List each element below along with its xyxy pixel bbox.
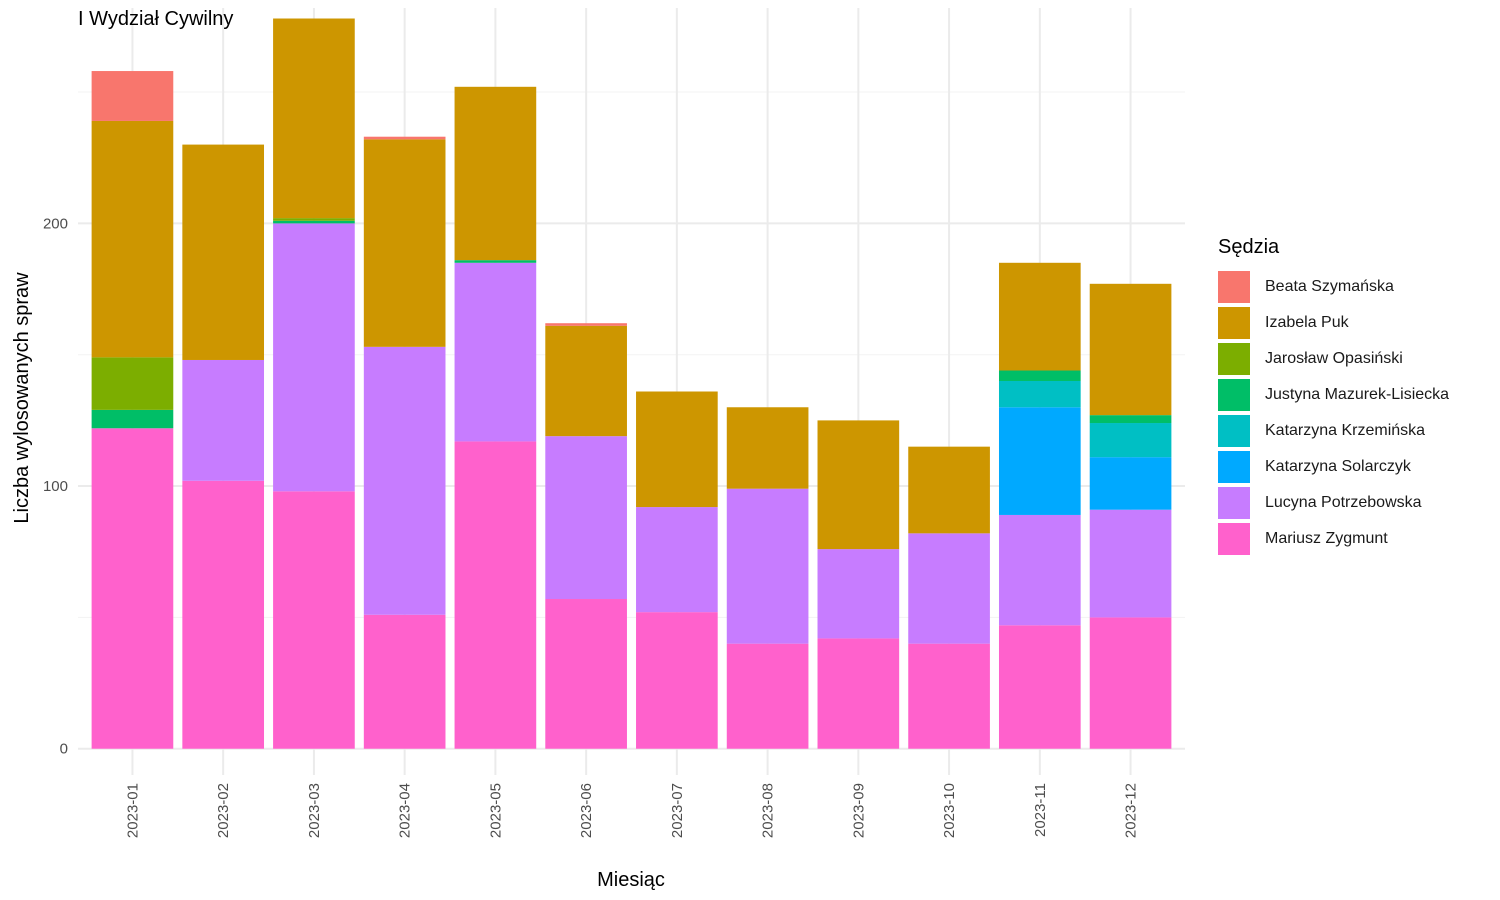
- x-tick-label: 2023-10: [941, 783, 958, 838]
- legend-label: Jarosław Opasiński: [1265, 350, 1403, 367]
- bar-segment: [636, 612, 718, 749]
- bars: [91, 18, 1172, 749]
- bar-segment: [454, 441, 537, 749]
- legend-label: Katarzyna Krzemińska: [1265, 422, 1426, 439]
- bar-segment: [1089, 457, 1172, 510]
- x-tick-label: 2023-08: [760, 783, 777, 838]
- legend-swatch: [1218, 343, 1250, 375]
- y-tick-label: 200: [43, 215, 68, 232]
- bar-segment: [273, 18, 355, 219]
- legend-swatch: [1218, 451, 1250, 483]
- bar-segment: [91, 120, 174, 358]
- legend: Sędzia Beata Szymańska Izabela Puk Jarosła…: [1218, 236, 1449, 557]
- bar-segment: [273, 218, 355, 221]
- bar-segment: [1089, 423, 1172, 458]
- x-tick-label: 2023-01: [124, 783, 141, 838]
- legend-swatch: [1218, 379, 1250, 411]
- x-tick-label: 2023-02: [215, 783, 232, 838]
- legend-item: Jarosław Opasiński: [1218, 341, 1449, 377]
- bar-segment: [817, 638, 900, 749]
- bar-segment: [726, 488, 809, 644]
- x-tick-label: 2023-12: [1123, 783, 1140, 838]
- legend-item: Izabela Puk: [1218, 305, 1449, 341]
- y-tick-label: 100: [43, 478, 68, 495]
- x-tick-label: 2023-11: [1032, 783, 1049, 837]
- legend-swatch: [1218, 523, 1250, 555]
- bar-segment: [91, 357, 174, 410]
- bar-segment: [636, 391, 718, 508]
- bar-segment: [545, 325, 627, 437]
- bar-segment: [1089, 283, 1172, 416]
- x-axis-label: Miesiąc: [597, 869, 665, 891]
- chart-title: I Wydział Cywilny: [78, 8, 234, 30]
- legend-item: Lucyna Potrzebowska: [1218, 485, 1449, 521]
- bar-segment: [454, 262, 537, 442]
- bar-segment: [182, 480, 265, 749]
- bar-segment: [998, 262, 1081, 371]
- bar-segment: [545, 436, 627, 600]
- x-tick-label: 2023-03: [306, 783, 323, 838]
- legend-item: Katarzyna Krzemińska: [1218, 413, 1449, 449]
- x-tick-label: 2023-06: [578, 783, 595, 838]
- bar-segment: [545, 323, 627, 326]
- legend-item: Mariusz Zygmunt: [1218, 521, 1449, 557]
- bar-segment: [363, 346, 446, 615]
- bar-segment: [91, 409, 174, 429]
- bar-segment: [998, 370, 1081, 381]
- legend-label: Lucyna Potrzebowska: [1265, 494, 1422, 511]
- x-tick-labels: 2023-01 2023-02 2023-03 2023-04 2023-05 2023-…: [124, 783, 1139, 838]
- legend-items: Beata Szymańska Izabela Puk Jarosław Opasi…: [1218, 269, 1449, 557]
- legend-item: Beata Szymańska: [1218, 269, 1449, 305]
- legend-label: Mariusz Zygmunt: [1265, 530, 1388, 547]
- y-tick-label: 0: [60, 741, 68, 758]
- bar-segment: [91, 71, 174, 121]
- x-tick-label: 2023-07: [669, 783, 686, 838]
- legend-swatch: [1218, 487, 1250, 519]
- legend-label: Justyna Mazurek-Lisiecka: [1265, 386, 1450, 403]
- bar-segment: [454, 86, 537, 261]
- bar-segment: [817, 420, 900, 550]
- bar-segment: [1089, 509, 1172, 618]
- legend-label: Katarzyna Solarczyk: [1265, 458, 1411, 475]
- bar-segment: [363, 136, 446, 140]
- bar-segment: [636, 507, 718, 613]
- bar-segment: [454, 260, 537, 263]
- bar-segment: [545, 599, 627, 749]
- bar-segment: [817, 549, 900, 639]
- legend-swatch: [1218, 415, 1250, 447]
- x-tick-label: 2023-05: [487, 783, 504, 838]
- bar-segment: [273, 220, 355, 224]
- legend-item: Justyna Mazurek-Lisiecka: [1218, 377, 1449, 413]
- bar-segment: [908, 533, 990, 644]
- bar-segment: [998, 407, 1081, 515]
- bar-segment: [998, 625, 1081, 749]
- bar-segment: [908, 446, 990, 534]
- legend-label: Beata Szymańska: [1265, 278, 1394, 295]
- bar-segment: [91, 428, 174, 749]
- bar-segment: [273, 223, 355, 492]
- bar-segment: [726, 407, 809, 489]
- bar-segment: [908, 643, 990, 749]
- bar-segment: [273, 491, 355, 749]
- bar-segment: [363, 139, 446, 347]
- legend-swatch: [1218, 271, 1250, 303]
- x-tick-label: 2023-04: [397, 783, 414, 838]
- bar-segment: [363, 614, 446, 749]
- bar-segment: [998, 514, 1081, 626]
- y-axis-label: Liczba wylosowanych spraw: [11, 272, 33, 524]
- legend-swatch: [1218, 307, 1250, 339]
- y-tick-labels: 0 100 200: [43, 215, 68, 757]
- bar-segment: [182, 359, 265, 481]
- x-tick-label: 2023-09: [850, 783, 867, 838]
- legend-label: Izabela Puk: [1265, 314, 1349, 331]
- bar-segment: [1089, 415, 1172, 424]
- bar-segment: [1089, 617, 1172, 749]
- bar-segment: [726, 643, 809, 749]
- legend-title: Sędzia: [1218, 236, 1280, 258]
- legend-item: Katarzyna Solarczyk: [1218, 449, 1449, 485]
- bar-segment: [182, 144, 265, 360]
- bar-segment: [998, 380, 1081, 408]
